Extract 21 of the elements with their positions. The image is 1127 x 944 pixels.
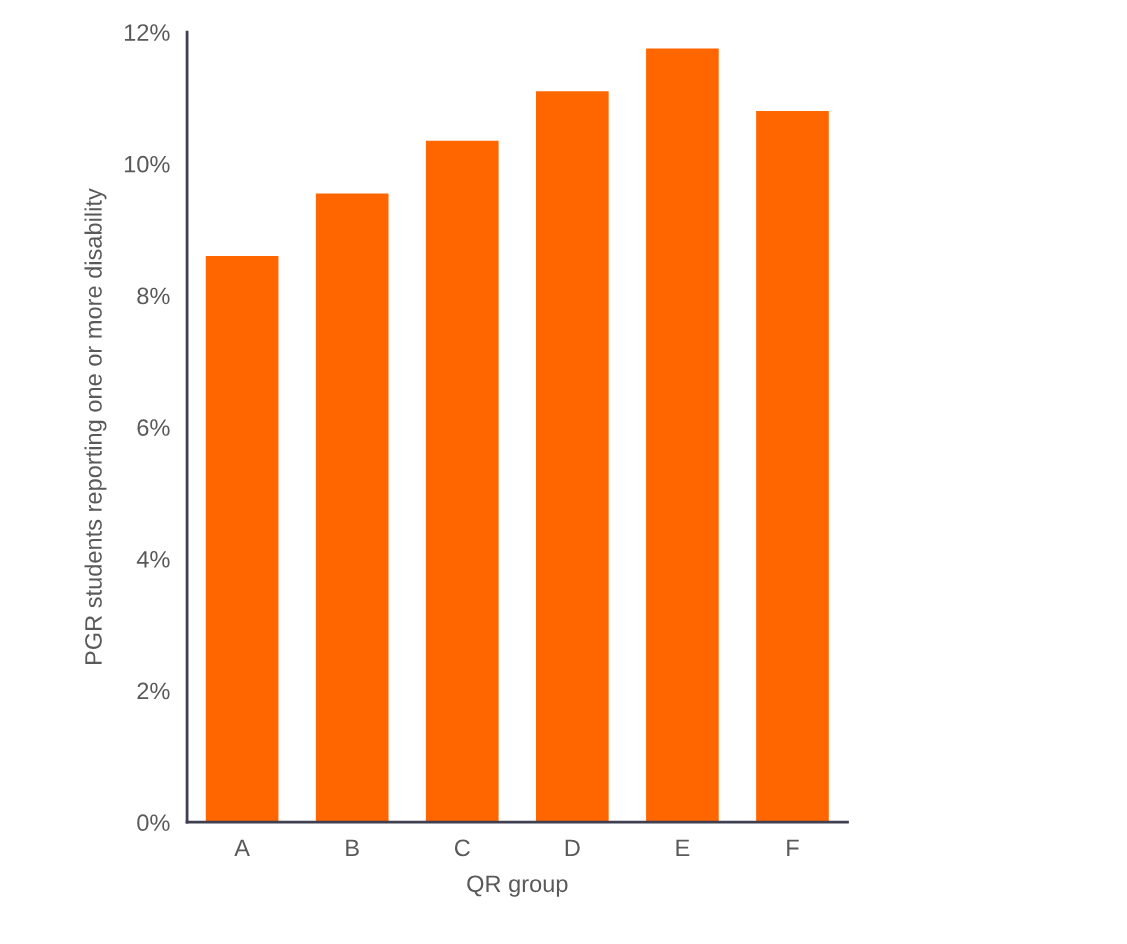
y-tick-label: 2%	[137, 682, 170, 700]
y-axis-title: PGR students reporting one or more disability	[84, 188, 107, 665]
y-tick-label: 0%	[137, 814, 170, 832]
bar	[756, 111, 829, 823]
x-tick-label: B	[346, 839, 359, 856]
y-tick-label: 12%	[124, 24, 170, 41]
bar	[536, 91, 609, 823]
bar	[646, 48, 719, 823]
y-tick-label: 10%	[124, 155, 170, 173]
x-tick-label: C	[454, 839, 470, 857]
bar	[425, 140, 499, 823]
x-tick-label: D	[565, 839, 580, 856]
bar	[205, 255, 279, 823]
x-tick-label: F	[787, 839, 799, 856]
y-tick-label: 6%	[137, 419, 170, 436]
x-tick-label: A	[234, 839, 250, 856]
y-tick-label: 8%	[137, 287, 170, 305]
x-axis-title: QR group	[467, 875, 568, 897]
y-tick-label: 4%	[136, 551, 170, 568]
x-tick-label: E	[676, 839, 690, 856]
bar	[315, 193, 389, 823]
